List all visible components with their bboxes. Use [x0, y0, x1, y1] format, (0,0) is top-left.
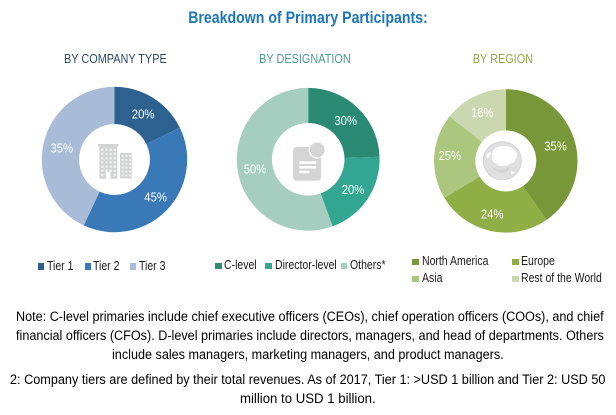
svg-text:30%: 30% — [334, 113, 357, 128]
svg-text:20%: 20% — [132, 107, 155, 122]
svg-text:24%: 24% — [481, 207, 504, 222]
svg-text:25%: 25% — [438, 148, 461, 163]
svg-text:35%: 35% — [50, 141, 73, 156]
svg-text:16%: 16% — [471, 105, 494, 120]
svg-text:35%: 35% — [544, 139, 567, 154]
svg-text:45%: 45% — [144, 190, 167, 205]
svg-text:50%: 50% — [244, 162, 267, 177]
svg-text:20%: 20% — [342, 182, 365, 197]
